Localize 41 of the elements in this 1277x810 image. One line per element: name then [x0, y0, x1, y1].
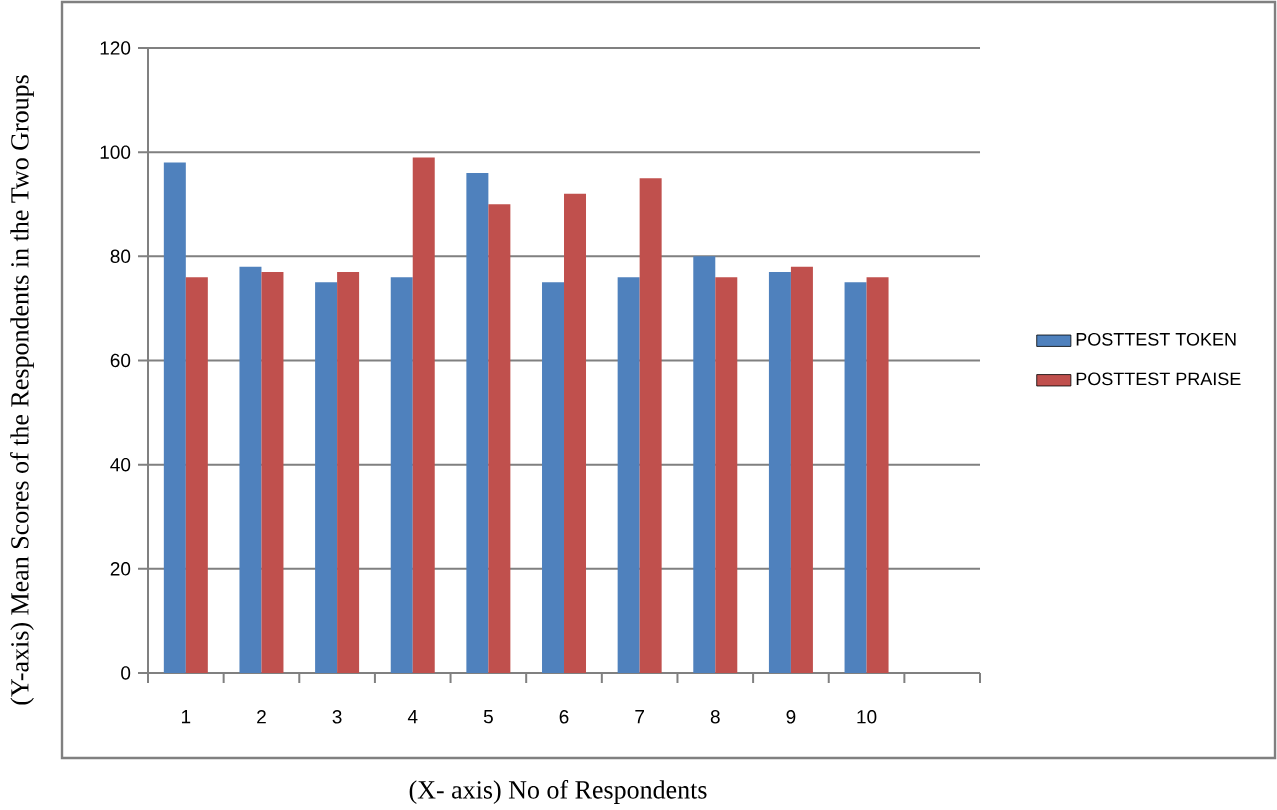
legend-label: POSTTEST TOKEN — [1076, 332, 1236, 346]
bar — [261, 271, 284, 673]
x-tick-label: 10 — [857, 710, 877, 724]
bar — [564, 193, 587, 673]
bar — [390, 277, 413, 673]
y-axis-title: (Y-axis) Mean Scores of the Respondents in the Two Groups — [10, 75, 34, 705]
bar — [185, 277, 208, 673]
y-tick-label: 0 — [121, 666, 131, 680]
bar — [412, 157, 435, 673]
x-tick-label: 3 — [332, 710, 342, 724]
bar — [768, 271, 791, 673]
bar — [715, 277, 738, 673]
bar — [639, 178, 662, 673]
x-tick-label: 5 — [483, 710, 493, 724]
bar — [488, 204, 511, 673]
y-tick-label: 120 — [100, 41, 131, 55]
y-tick-label: 60 — [110, 353, 131, 368]
bar — [542, 282, 565, 673]
bar — [239, 266, 262, 673]
y-tick-label: 80 — [110, 249, 131, 264]
bar — [790, 266, 813, 673]
bar — [617, 277, 640, 673]
x-axis-title: (X- axis) No of Respondents — [409, 780, 707, 804]
bar — [466, 173, 489, 673]
bar — [844, 282, 867, 673]
x-tick-label: 9 — [786, 710, 796, 724]
bar — [693, 256, 716, 673]
y-tick-label: 20 — [110, 562, 131, 576]
y-tick-label: 40 — [110, 457, 131, 472]
x-tick-label: 4 — [407, 710, 418, 724]
legend-label: POSTTEST PRAISE — [1076, 372, 1241, 386]
x-tick-label: 2 — [257, 710, 266, 724]
x-tick-label: 7 — [635, 710, 644, 724]
bar — [866, 277, 889, 673]
x-tick-label: 1 — [181, 710, 191, 724]
y-tick-label: 100 — [100, 145, 131, 159]
x-tick-label: 6 — [559, 710, 569, 724]
bar — [315, 282, 338, 673]
bar — [163, 162, 186, 673]
bar — [337, 271, 360, 673]
x-tick-label: 8 — [710, 710, 720, 724]
